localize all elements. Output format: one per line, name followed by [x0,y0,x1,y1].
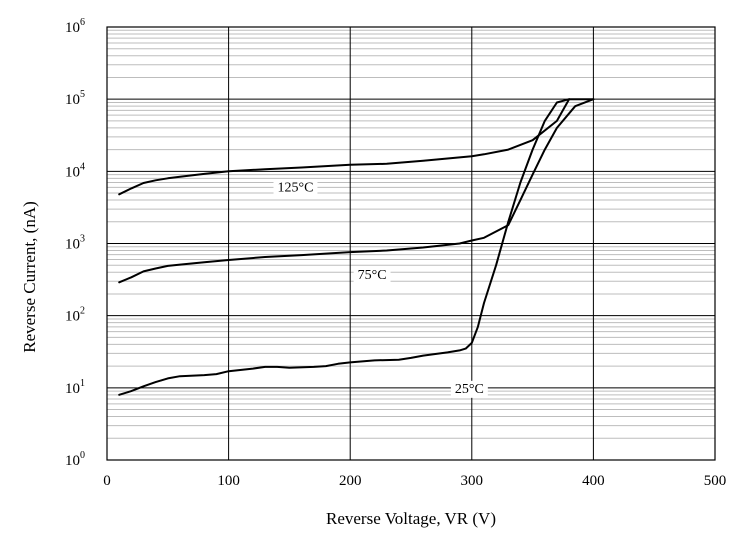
tick-labels: 0 100 200 300 400 500 100 101 102 103 104 105 106 [65,17,726,489]
y-tick-label: 102 [65,306,85,325]
series-line-1 [118,98,595,196]
x-tick-label: 0 [103,473,111,489]
y-tick-label: 100 [65,450,85,469]
series-annotation: 75°C [358,268,387,283]
y-axis-title: Reverse Current, (nA) [20,201,39,353]
annotation-layer: 125°C 75°C 25°C [273,179,488,398]
annotation-background [273,179,318,197]
series-layer [118,98,595,396]
series-annotation: 125°C [278,180,314,195]
x-tick-label: 300 [461,473,484,489]
y-tick-label: 106 [65,17,85,36]
major-gridlines [106,26,716,461]
plot-frame [106,26,716,461]
series-annotation: 25°C [455,382,484,397]
x-tick-label: 500 [704,473,727,489]
x-tick-label: 100 [217,473,240,489]
x-tick-label: 400 [582,473,605,489]
series-line-2 [118,98,595,284]
x-axis-title: Reverse Voltage, VR (V) [326,509,496,528]
annotation-background [353,266,391,284]
x-tick-label: 200 [339,473,362,489]
annotation-background [450,380,488,398]
minor-gridlines [107,29,715,439]
y-tick-label: 101 [65,378,85,397]
y-tick-label: 103 [65,234,85,253]
series-line-3 [118,98,571,396]
y-tick-label: 104 [65,161,85,180]
y-tick-label: 105 [65,89,85,108]
